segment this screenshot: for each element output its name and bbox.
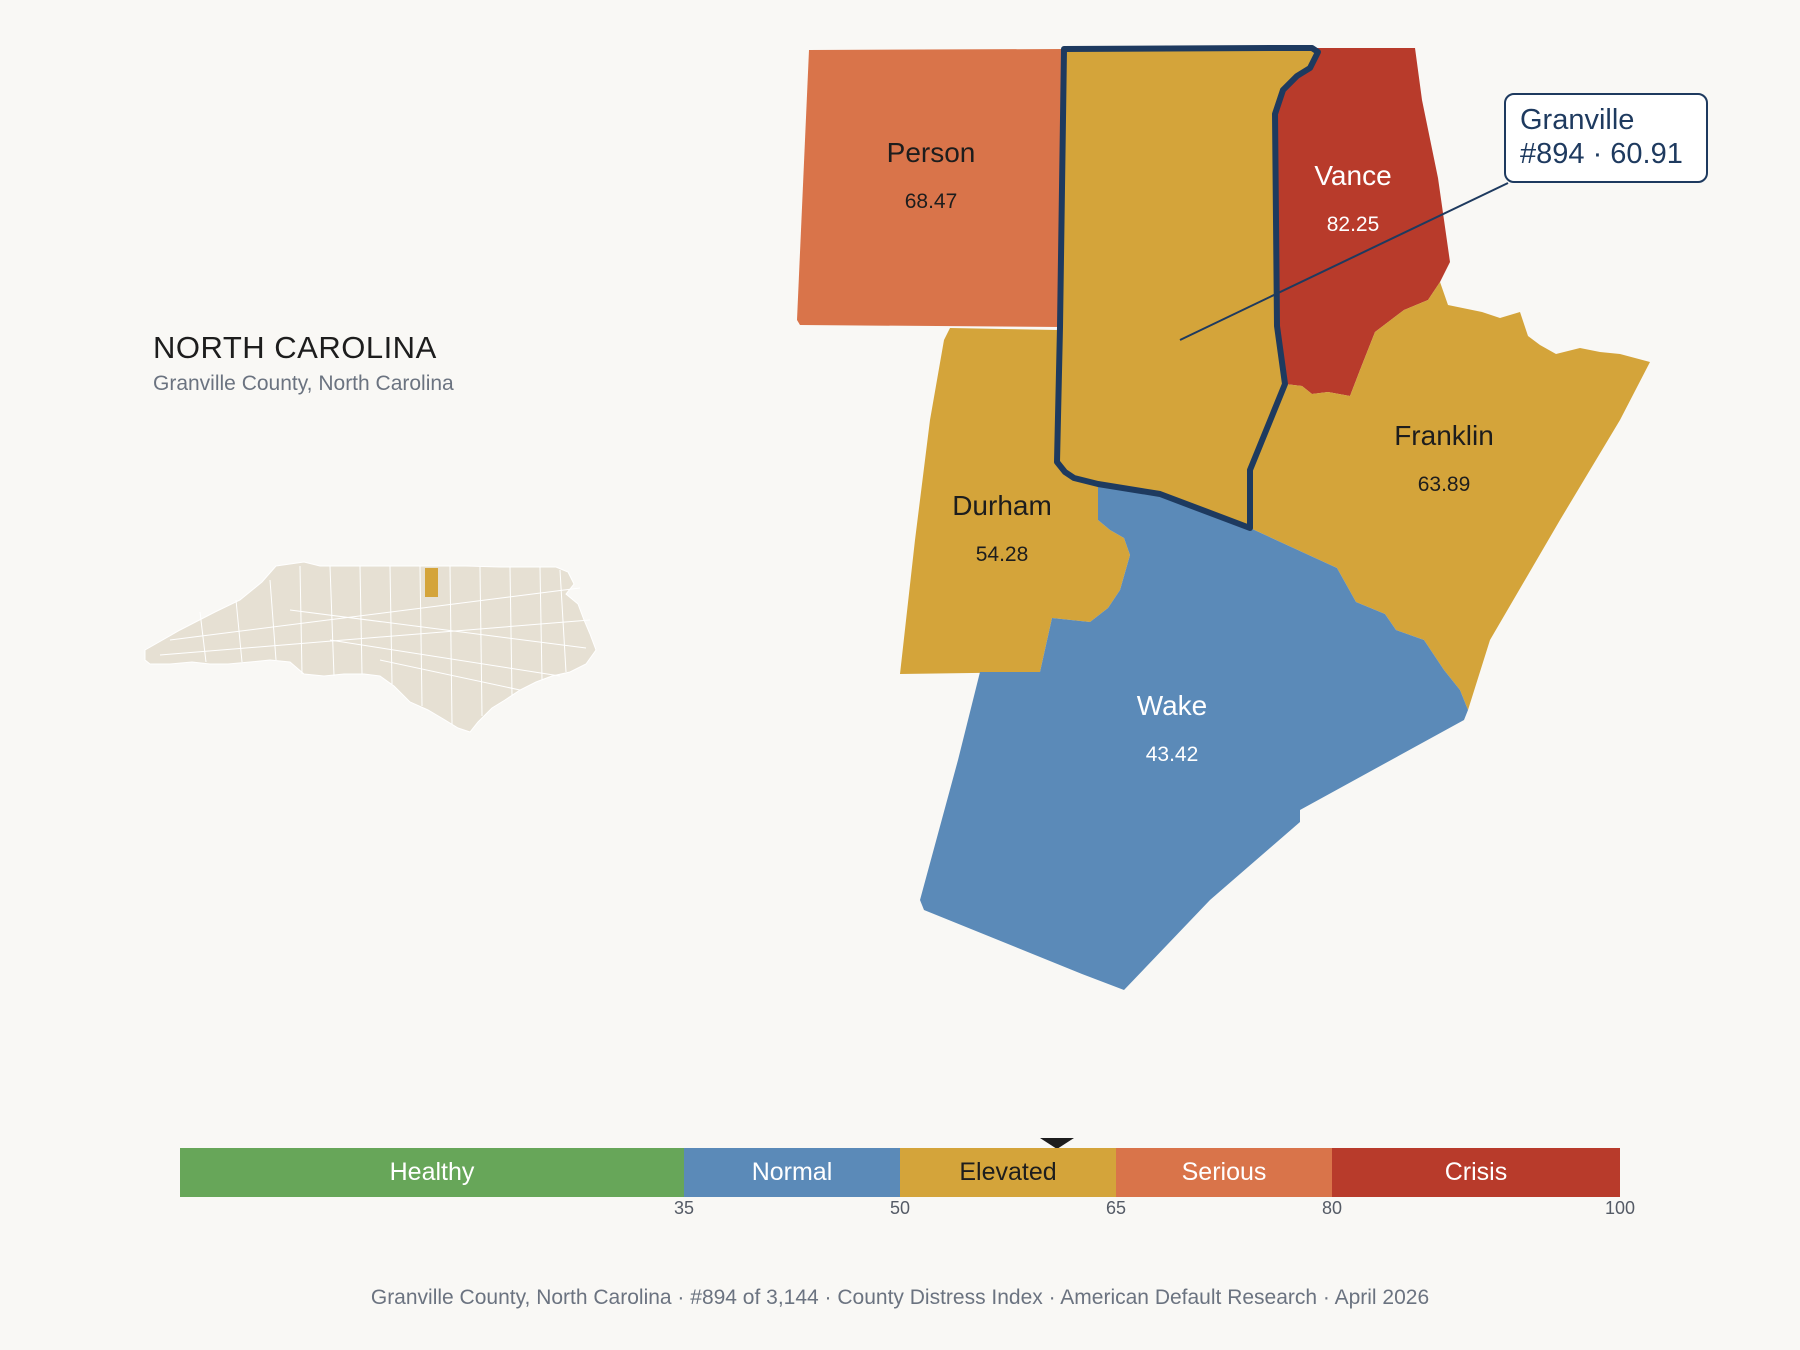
inset-highlight-granville bbox=[425, 568, 438, 597]
county-value-franklin: 63.89 bbox=[1418, 473, 1471, 496]
county-value-vance: 82.25 bbox=[1327, 213, 1380, 236]
state-outline bbox=[144, 561, 597, 733]
callout-leader-line bbox=[1179, 182, 1509, 341]
legend-crisis: Crisis bbox=[1332, 1148, 1620, 1197]
county-durham[interactable] bbox=[900, 328, 1130, 674]
legend-elevated: Elevated bbox=[900, 1148, 1116, 1197]
state-inset-map bbox=[144, 561, 597, 733]
legend-tick-35: 35 bbox=[673, 1198, 695, 1218]
footer-caption: Granville County, North Carolina · #894 … bbox=[370, 1286, 1430, 1309]
legend-serious: Serious bbox=[1116, 1148, 1332, 1197]
callout-county-name: Granville bbox=[1520, 104, 1635, 136]
county-value-durham: 54.28 bbox=[976, 543, 1029, 566]
state-subtitle: Granville County, North Carolina bbox=[153, 372, 454, 395]
county-label-person: Person bbox=[887, 137, 976, 168]
county-label-durham: Durham bbox=[952, 490, 1052, 521]
county-value-person: 68.47 bbox=[905, 190, 958, 213]
county-person[interactable] bbox=[797, 49, 1064, 327]
callout-rank-score: #894 · 60.91 bbox=[1520, 138, 1683, 170]
county-wake[interactable] bbox=[920, 484, 1468, 990]
distress-legend: Healthy Normal Elevated Serious Crisis bbox=[180, 1148, 1620, 1197]
county-vance[interactable] bbox=[1275, 48, 1450, 396]
legend-normal: Normal bbox=[684, 1148, 900, 1197]
score-marker bbox=[1040, 1138, 1074, 1149]
legend-tick-50: 50 bbox=[889, 1198, 911, 1218]
county-label-vance: Vance bbox=[1314, 160, 1391, 191]
legend-tick-80: 80 bbox=[1321, 1198, 1343, 1218]
legend-tick-100: 100 bbox=[1604, 1198, 1636, 1218]
state-title: NORTH CAROLINA bbox=[153, 330, 437, 365]
legend-healthy: Healthy bbox=[180, 1148, 684, 1197]
county-granville[interactable] bbox=[1054, 45, 1321, 531]
legend-tick-65: 65 bbox=[1105, 1198, 1127, 1218]
county-label-franklin: Franklin bbox=[1394, 420, 1494, 451]
county-label-wake: Wake bbox=[1137, 690, 1208, 721]
county-franklin[interactable] bbox=[1250, 282, 1650, 710]
granville-callout: Granville #894 · 60.91 bbox=[1504, 93, 1708, 183]
county-value-wake: 43.42 bbox=[1146, 743, 1199, 766]
